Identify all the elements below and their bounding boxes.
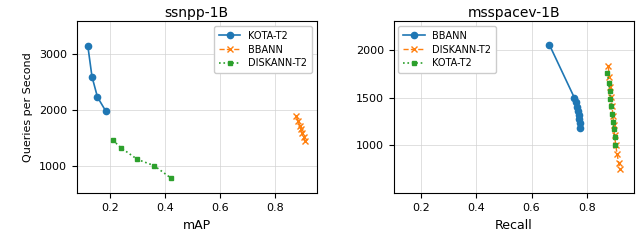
Legend: KOTA-T2, BBANN, DISKANN-T2: KOTA-T2, BBANN, DISKANN-T2 xyxy=(214,26,312,73)
Title: ssnpp-1B: ssnpp-1B xyxy=(164,6,229,20)
Line: KOTA-T2: KOTA-T2 xyxy=(84,43,109,114)
DISKANN-T2 xyxy=(605,75,613,78)
KOTA-T2 xyxy=(102,110,109,113)
BBANN xyxy=(576,121,584,124)
BBANN xyxy=(294,120,302,123)
DISKANN-T2 xyxy=(608,105,616,108)
BBANN xyxy=(570,96,578,99)
DISKANN-T2 xyxy=(167,176,175,179)
BBANN xyxy=(572,101,580,104)
KOTA-T2 xyxy=(88,75,96,78)
Line: DISKANN-T2: DISKANN-T2 xyxy=(110,137,173,180)
Line: BBANN: BBANN xyxy=(292,112,308,145)
KOTA-T2 xyxy=(604,71,611,74)
BBANN xyxy=(575,113,582,116)
KOTA-T2 xyxy=(605,89,613,92)
Title: msspacev-1B: msspacev-1B xyxy=(467,6,560,20)
DISKANN-T2 xyxy=(615,161,623,164)
DISKANN-T2 xyxy=(117,146,125,149)
BBANN xyxy=(574,110,582,112)
DISKANN-T2 xyxy=(604,65,612,67)
DISKANN-T2 xyxy=(610,124,618,127)
DISKANN-T2 xyxy=(607,95,615,98)
Line: KOTA-T2: KOTA-T2 xyxy=(605,70,618,147)
Y-axis label: Queries per Second: Queries per Second xyxy=(24,52,33,162)
DISKANN-T2 xyxy=(607,86,614,89)
KOTA-T2 xyxy=(608,113,616,115)
BBANN xyxy=(300,136,308,139)
BBANN xyxy=(577,127,584,130)
DISKANN-T2 xyxy=(616,168,623,171)
DISKANN-T2 xyxy=(609,114,617,117)
DISKANN-T2 xyxy=(612,143,620,146)
BBANN xyxy=(573,106,581,109)
DISKANN-T2 xyxy=(134,158,141,161)
Line: DISKANN-T2: DISKANN-T2 xyxy=(605,62,623,173)
BBANN xyxy=(299,132,307,135)
Line: BBANN: BBANN xyxy=(547,42,584,131)
Legend: BBANN, DISKANN-T2, KOTA-T2: BBANN, DISKANN-T2, KOTA-T2 xyxy=(399,26,497,73)
KOTA-T2 xyxy=(607,105,615,108)
DISKANN-T2 xyxy=(150,164,158,167)
KOTA-T2 xyxy=(610,128,618,131)
BBANN xyxy=(292,114,300,117)
KOTA-T2 xyxy=(93,96,101,99)
BBANN xyxy=(575,117,583,120)
X-axis label: mAP: mAP xyxy=(183,219,211,232)
BBANN xyxy=(301,140,308,143)
X-axis label: Recall: Recall xyxy=(495,219,532,232)
KOTA-T2 xyxy=(605,82,612,85)
KOTA-T2 xyxy=(612,143,620,146)
DISKANN-T2 xyxy=(613,153,621,155)
BBANN xyxy=(546,44,554,46)
BBANN xyxy=(297,128,305,131)
BBANN xyxy=(296,124,303,127)
KOTA-T2 xyxy=(607,97,614,100)
KOTA-T2 xyxy=(84,45,92,47)
DISKANN-T2 xyxy=(109,139,116,141)
KOTA-T2 xyxy=(609,120,617,123)
KOTA-T2 xyxy=(611,135,618,138)
DISKANN-T2 xyxy=(611,134,618,136)
